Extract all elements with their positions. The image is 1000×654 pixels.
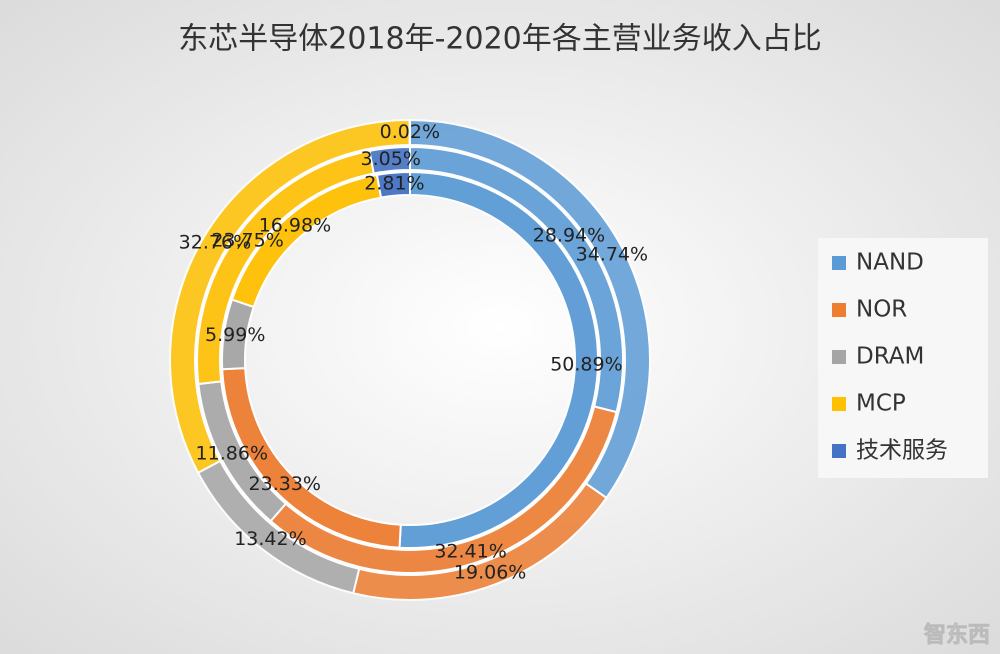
legend-label: NOR [856,297,907,323]
legend-label: MCP [856,391,906,417]
legend-box [818,238,988,478]
data-label: 32.76% [179,231,251,253]
data-label: 5.99% [205,324,265,346]
data-label: 0.02% [380,121,440,143]
data-label: 32.41% [434,541,506,563]
legend-swatch [832,303,846,317]
data-label: 23.33% [249,473,321,495]
legend-label: DRAM [856,344,924,370]
data-label: 34.74% [576,244,648,266]
legend-label: 技术服务 [856,438,948,464]
data-label: 2.81% [364,173,424,195]
data-label: 3.05% [361,148,421,170]
data-label: 13.42% [234,528,306,550]
data-label: 28.94% [533,225,605,247]
chart-title: 东芯半导体2018年-2020年各主营业务收入占比 [178,22,822,57]
donut-segment [368,145,411,175]
data-label: 50.89% [550,353,622,375]
data-label: 19.06% [454,561,526,583]
data-label: 23.75% [211,229,283,251]
data-label: 16.98% [259,215,331,237]
legend-swatch [832,444,846,458]
legend-swatch [832,256,846,270]
data-label: 11.86% [196,443,268,465]
donut-segment [375,170,411,199]
legend-swatch [832,397,846,411]
legend-swatch [832,350,846,364]
legend-label: NAND [856,250,924,276]
watermark: 智东西 [924,622,990,648]
